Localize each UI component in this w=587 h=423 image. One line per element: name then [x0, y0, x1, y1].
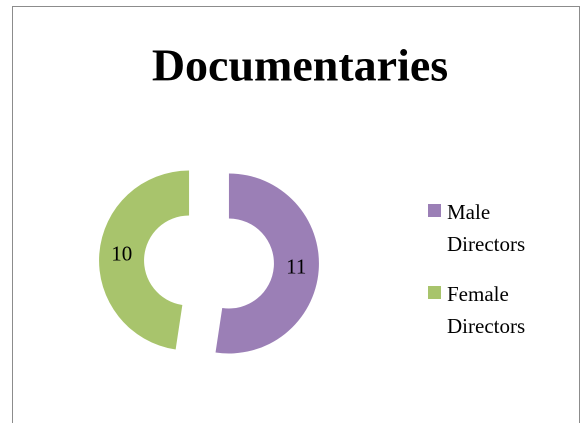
data-label: 11	[286, 254, 306, 278]
doughnut-slice	[215, 173, 319, 354]
data-label: 10	[111, 241, 132, 265]
legend-label: Female Directors	[447, 282, 526, 338]
legend-label: Male Directors	[447, 200, 526, 256]
chart-title: Documentaries	[152, 40, 448, 91]
legend-swatch	[428, 204, 441, 217]
doughnut-slice	[99, 170, 190, 350]
legend-swatch	[428, 286, 441, 299]
